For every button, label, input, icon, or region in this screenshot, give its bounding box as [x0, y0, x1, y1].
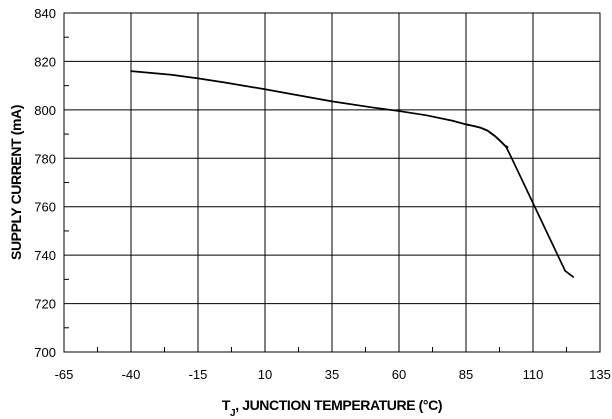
y-tick-label: 740 [34, 248, 56, 263]
minor-ticks [64, 36, 567, 352]
x-axis-title-rest: , JUNCTION TEMPERATURE (°C) [235, 397, 442, 413]
x-tick-label: -65 [55, 367, 74, 382]
x-tick-label: 110 [523, 367, 544, 382]
y-tick-label: 800 [34, 103, 56, 118]
x-tick-label: 60 [392, 367, 406, 382]
x-axis-title: TJ, JUNCTION TEMPERATURE (°C) [222, 397, 442, 419]
x-axis-title-prefix: T [222, 397, 231, 413]
x-tick-label: 35 [325, 367, 339, 382]
x-tick-label: 85 [459, 367, 473, 382]
x-axis-title-subscript: J [230, 408, 235, 419]
x-tick-label: 135 [589, 367, 611, 382]
x-tick-label: 10 [258, 367, 272, 382]
y-tick-label: 780 [34, 151, 56, 166]
y-axis-title: SUPPLY CURRENT (mA) [8, 105, 24, 260]
y-tick-label: 760 [34, 200, 56, 215]
data-series [130, 70, 575, 278]
plot-frame [63, 12, 601, 353]
grid-lines [64, 13, 600, 352]
tick-labels: -65 -40 -15 10 35 60 85 110 135 700 720 740 760 780 80… [34, 6, 611, 382]
y-tick-label: 700 [34, 345, 56, 360]
series-line-2 [465, 123, 509, 148]
y-tick-label: 820 [34, 54, 56, 69]
x-tick-label: -40 [122, 367, 141, 382]
x-tick-label: -15 [189, 367, 208, 382]
y-tick-label: 720 [34, 297, 56, 312]
y-tick-label: 840 [34, 6, 56, 21]
